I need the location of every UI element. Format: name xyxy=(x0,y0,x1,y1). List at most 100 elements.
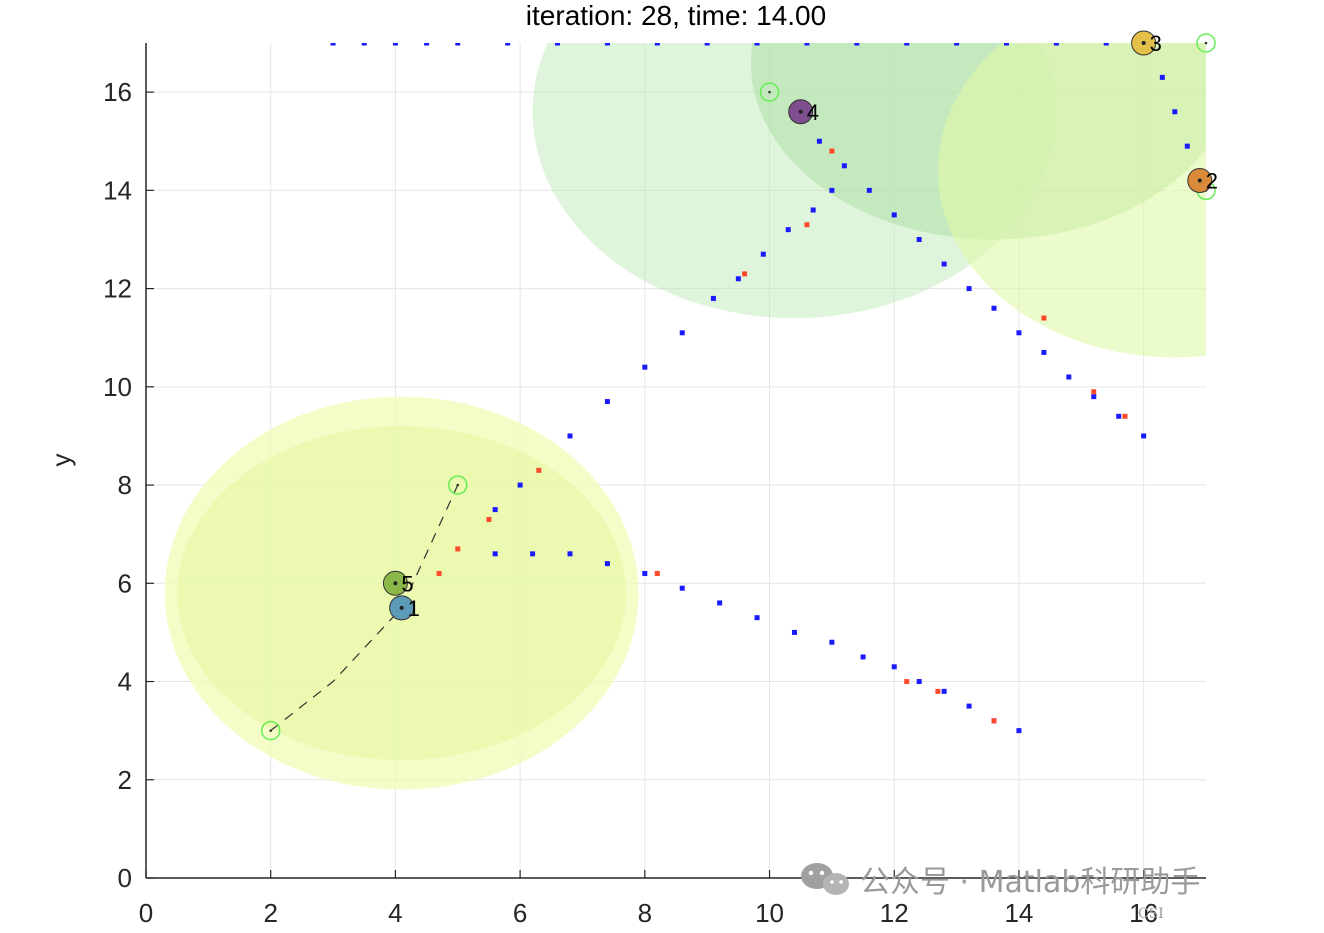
dashed-paths xyxy=(270,484,459,732)
trajectory-2-point-6 xyxy=(860,654,866,660)
trajectory-1-point-6 xyxy=(991,305,997,311)
trajectory-4-point-6 xyxy=(555,43,561,46)
y-tick-label-8: 16 xyxy=(103,77,132,107)
trajectory-4-point-17 xyxy=(1103,43,1109,46)
agent-center-2 xyxy=(1197,178,1202,183)
trajectory-4-point-10 xyxy=(754,43,760,46)
red-marker-1 xyxy=(486,516,492,522)
red-marker-10 xyxy=(804,222,810,228)
trajectory-4-point-0 xyxy=(330,43,336,46)
y-tick-label-7: 14 xyxy=(103,175,132,205)
trajectories xyxy=(330,43,1203,734)
trajectory-2-point-7 xyxy=(829,639,835,645)
coverage-region-2 xyxy=(937,43,1206,358)
trajectory-1-point-13 xyxy=(816,138,822,144)
goal-center-1 xyxy=(456,483,460,487)
red-marker-5 xyxy=(904,679,910,685)
y-tick-label-0: 0 xyxy=(118,863,132,893)
agents: 1 2 3 4 5 xyxy=(382,30,1218,621)
trajectory-1-point-12 xyxy=(841,163,847,169)
trajectory-1-point-8 xyxy=(941,261,947,267)
trajectory-1-point-1 xyxy=(1116,413,1122,419)
axes xyxy=(145,43,1206,879)
y-tick-label-6: 12 xyxy=(103,274,132,304)
y-tick-label-1: 2 xyxy=(118,765,132,795)
agent-center-3 xyxy=(1141,41,1146,45)
red-marker-6 xyxy=(935,688,941,694)
red-marker-7 xyxy=(991,718,997,724)
trajectory-0-point-5 xyxy=(710,295,716,301)
trajectory-2-point-13 xyxy=(604,561,610,567)
coverage-regions xyxy=(164,43,1206,790)
trajectory-2-point-0 xyxy=(1016,728,1022,734)
goal-center-2 xyxy=(768,90,771,94)
trajectory-1-point-4 xyxy=(1041,349,1047,355)
red-marker-12 xyxy=(1091,389,1097,395)
goal-marker-1 xyxy=(448,475,468,495)
red-marker-3 xyxy=(436,570,442,576)
trajectory-4-point-12 xyxy=(854,43,860,46)
trajectory-0-point-6 xyxy=(679,330,685,336)
x-tick-label-0: 0 xyxy=(139,898,153,928)
trajectory-4-point-1 xyxy=(361,43,367,46)
y-tick-label-2: 4 xyxy=(118,667,132,697)
x-tick-label-5: 10 xyxy=(755,898,784,928)
goal-marker-2 xyxy=(759,82,780,102)
trajectory-2-point-10 xyxy=(717,600,723,606)
red-marker-9 xyxy=(742,271,748,277)
trajectory-0-point-4 xyxy=(735,276,741,282)
x-tick-label-8: 16 xyxy=(1129,898,1158,928)
trajectory-0-point-2 xyxy=(785,227,791,233)
trajectory-4-point-11 xyxy=(804,43,810,46)
trajectory-1-point-10 xyxy=(891,212,897,218)
trajectory-2-point-12 xyxy=(642,570,648,576)
trajectory-0-point-0 xyxy=(829,187,835,193)
dashed-path-0 xyxy=(270,484,459,732)
trajectory-1-point-5 xyxy=(1016,330,1022,336)
x-tick-label-3: 6 xyxy=(513,898,527,928)
watermark-small: CSI xyxy=(1138,906,1164,922)
x-tick-label-6: 12 xyxy=(880,898,909,928)
goal-center-4 xyxy=(1204,41,1208,45)
trajectory-0-point-3 xyxy=(760,251,766,257)
wechat-icon xyxy=(801,863,849,895)
y-tick-label-4: 8 xyxy=(118,470,132,500)
trajectory-1-point-2 xyxy=(1091,394,1097,400)
chart-title: iteration: 28, time: 14.00 xyxy=(526,0,826,31)
red-marker-11 xyxy=(1041,315,1047,321)
red-markers xyxy=(436,148,1128,724)
agent-label-5: 5 xyxy=(401,571,413,596)
red-marker-4 xyxy=(654,570,660,576)
watermark: 公众号 · Matlab科研助手 CSI xyxy=(801,863,1200,922)
trajectory-2-point-5 xyxy=(891,664,897,670)
trajectory-1-point-7 xyxy=(966,286,972,292)
goal-center-0 xyxy=(269,729,273,732)
trajectory-4-point-14 xyxy=(954,43,960,46)
trajectory-1-point-11 xyxy=(866,187,872,193)
goal-markers xyxy=(260,33,1216,741)
trajectory-4-point-9 xyxy=(704,43,710,46)
trajectory-4-point-7 xyxy=(604,43,610,46)
trajectory-2-point-16 xyxy=(492,551,498,557)
trajectory-4-point-5 xyxy=(505,43,511,46)
agent-label-4: 4 xyxy=(807,100,819,125)
trajectory-1-point-3 xyxy=(1066,374,1072,380)
goal-marker-4 xyxy=(1196,33,1216,53)
agent-center-4 xyxy=(798,109,803,114)
goal-marker-0 xyxy=(260,720,281,741)
trajectory-2-point-15 xyxy=(530,551,536,557)
trajectory-2-point-8 xyxy=(791,629,797,635)
x-tick-label-4: 8 xyxy=(638,898,652,928)
trajectory-4-point-15 xyxy=(1003,43,1009,46)
trajectory-0-point-1 xyxy=(810,207,816,213)
trajectory-3-point-1 xyxy=(1184,143,1190,149)
trajectory-0-point-8 xyxy=(604,399,610,405)
red-marker-8 xyxy=(829,148,835,154)
y-tick-label-5: 10 xyxy=(103,372,132,402)
red-marker-13 xyxy=(1122,413,1128,419)
trajectory-4-point-13 xyxy=(904,43,910,46)
trajectory-3-point-3 xyxy=(1159,74,1165,80)
watermark-text: 公众号 · Matlab科研助手 xyxy=(860,865,1200,900)
